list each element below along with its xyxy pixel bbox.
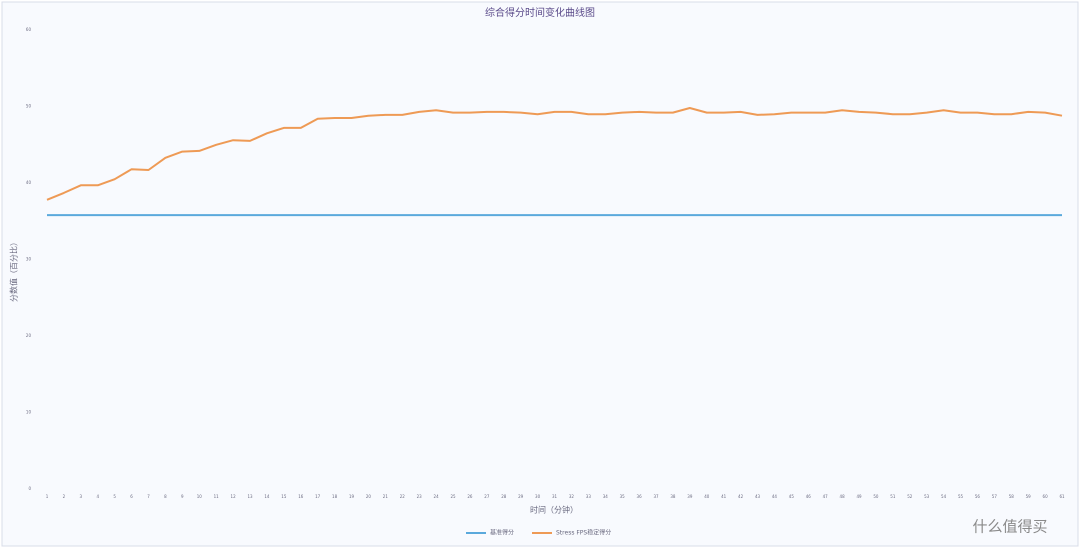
x-tick-label: 4 [96, 494, 99, 499]
x-tick-label: 39 [687, 494, 693, 499]
x-tick-label: 37 [653, 494, 659, 499]
x-tick-label: 20 [366, 494, 372, 499]
x-tick-label: 2 [63, 494, 66, 499]
x-tick-label: 13 [247, 494, 253, 499]
legend-label: 基准得分 [490, 529, 514, 537]
x-tick-label: 38 [670, 494, 676, 499]
x-tick-label: 41 [721, 494, 727, 499]
x-tick-label: 43 [755, 494, 761, 499]
x-tick-label: 1 [46, 494, 49, 499]
x-tick-label: 48 [840, 494, 846, 499]
x-tick-label: 19 [349, 494, 355, 499]
x-tick-label: 53 [924, 494, 930, 499]
x-tick-label: 44 [772, 494, 778, 499]
x-tick-label: 54 [941, 494, 947, 499]
x-tick-label: 27 [484, 494, 490, 499]
x-tick-label: 29 [518, 494, 524, 499]
x-tick-label: 9 [181, 494, 184, 499]
x-tick-label: 42 [738, 494, 744, 499]
x-tick-label: 5 [113, 494, 116, 499]
x-tick-label: 21 [383, 494, 389, 499]
y-axis-label: 分数值（百分比） [9, 238, 19, 302]
x-tick-label: 3 [80, 494, 83, 499]
x-tick-label: 26 [467, 494, 473, 499]
x-tick-label: 33 [586, 494, 592, 499]
x-tick-label: 16 [298, 494, 304, 499]
y-tick-label: 30 [26, 257, 32, 262]
y-tick-label: 50 [26, 104, 32, 109]
x-tick-label: 11 [214, 494, 220, 499]
x-tick-label: 10 [197, 494, 203, 499]
x-tick-label: 17 [315, 494, 321, 499]
x-tick-label: 58 [1009, 494, 1015, 499]
x-tick-label: 55 [958, 494, 964, 499]
x-tick-label: 8 [164, 494, 167, 499]
chart-title: 综合得分时间变化曲线图 [485, 6, 595, 19]
x-tick-label: 46 [806, 494, 812, 499]
x-tick-label: 25 [450, 494, 456, 499]
x-tick-label: 57 [992, 494, 998, 499]
x-tick-label: 61 [1059, 494, 1065, 499]
x-tick-label: 60 [1043, 494, 1049, 499]
x-tick-label: 31 [552, 494, 558, 499]
y-tick-label: 40 [26, 180, 32, 185]
x-tick-label: 23 [417, 494, 423, 499]
x-tick-label: 12 [231, 494, 237, 499]
x-tick-label: 47 [823, 494, 829, 499]
x-tick-label: 22 [400, 494, 406, 499]
x-tick-label: 51 [890, 494, 896, 499]
x-tick-label: 40 [704, 494, 710, 499]
data-line [46, 107, 1063, 201]
x-tick-label: 32 [569, 494, 575, 499]
x-tick-label: 6 [130, 494, 133, 499]
x-tick-label: 30 [535, 494, 541, 499]
x-tick-label: 35 [620, 494, 626, 499]
x-tick-label: 34 [603, 494, 609, 499]
y-tick-label: 60 [26, 27, 32, 32]
y-tick-label: 0 [28, 486, 31, 491]
x-tick-label: 24 [434, 494, 440, 499]
x-tick-label: 28 [501, 494, 507, 499]
legend-label: Stress FPS稳定得分 [556, 529, 611, 537]
watermark: 什么值得买 [972, 518, 1047, 536]
x-axis-label: 时间（分钟） [530, 505, 578, 515]
x-tick-label: 52 [907, 494, 913, 499]
x-tick-label: 14 [264, 494, 270, 499]
x-tick-label: 15 [281, 494, 287, 499]
x-tick-label: 49 [856, 494, 862, 499]
y-tick-label: 10 [26, 410, 32, 415]
x-tick-label: 59 [1026, 494, 1032, 499]
y-tick-label: 20 [26, 333, 32, 338]
x-tick-label: 18 [332, 494, 338, 499]
x-tick-label: 50 [873, 494, 879, 499]
x-tick-label: 56 [975, 494, 981, 499]
x-tick-label: 7 [147, 494, 150, 499]
x-tick-label: 45 [789, 494, 795, 499]
x-tick-label: 36 [637, 494, 643, 499]
